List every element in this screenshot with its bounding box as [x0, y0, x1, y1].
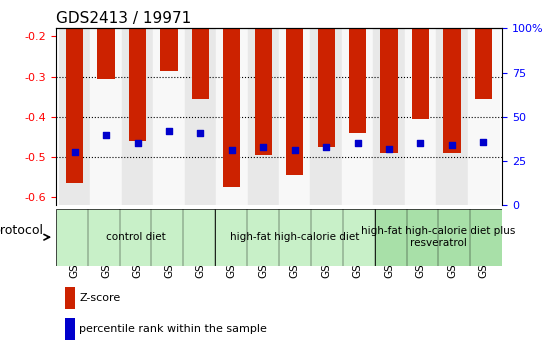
Bar: [65, 318, 75, 340]
Bar: [90, 28, 122, 205]
Point: [353, 141, 362, 146]
Bar: [98, 0, 115, 79]
Bar: [373, 28, 405, 205]
Bar: [66, 0, 83, 183]
Point: [322, 144, 331, 150]
Text: protocol: protocol: [0, 224, 44, 237]
Bar: [129, 0, 146, 141]
Point: [259, 144, 268, 150]
Bar: [185, 28, 216, 205]
Text: Z-score: Z-score: [79, 293, 121, 303]
Bar: [216, 28, 248, 205]
FancyBboxPatch shape: [215, 209, 374, 266]
Bar: [279, 28, 310, 205]
Text: control diet: control diet: [105, 232, 165, 242]
Point: [384, 146, 393, 152]
Point: [290, 148, 299, 153]
Text: high-fat high-calorie diet: high-fat high-calorie diet: [230, 232, 359, 242]
Bar: [223, 0, 240, 187]
Bar: [381, 0, 398, 153]
Point: [196, 130, 205, 136]
Bar: [286, 0, 304, 175]
Text: high-fat high-calorie diet plus
resveratrol: high-fat high-calorie diet plus resverat…: [361, 226, 516, 248]
Bar: [443, 0, 460, 153]
Bar: [349, 0, 366, 133]
Point: [227, 148, 236, 153]
Bar: [468, 28, 499, 205]
Bar: [318, 0, 335, 147]
Bar: [59, 28, 90, 205]
Point: [416, 141, 425, 146]
Point: [70, 149, 79, 155]
Bar: [475, 0, 492, 99]
Bar: [342, 28, 373, 205]
Point: [479, 139, 488, 144]
FancyBboxPatch shape: [56, 209, 215, 266]
Bar: [160, 0, 177, 70]
Bar: [412, 0, 429, 119]
Bar: [310, 28, 342, 205]
Bar: [405, 28, 436, 205]
Point: [102, 132, 110, 137]
Point: [165, 128, 174, 134]
Bar: [192, 0, 209, 99]
Point: [448, 142, 456, 148]
Text: GDS2413 / 19971: GDS2413 / 19971: [56, 11, 191, 26]
Bar: [254, 0, 272, 155]
Bar: [65, 287, 75, 309]
FancyBboxPatch shape: [374, 209, 502, 266]
Point: [133, 141, 142, 146]
Text: percentile rank within the sample: percentile rank within the sample: [79, 324, 267, 334]
Bar: [153, 28, 185, 205]
Bar: [436, 28, 468, 205]
Bar: [248, 28, 279, 205]
Bar: [122, 28, 153, 205]
